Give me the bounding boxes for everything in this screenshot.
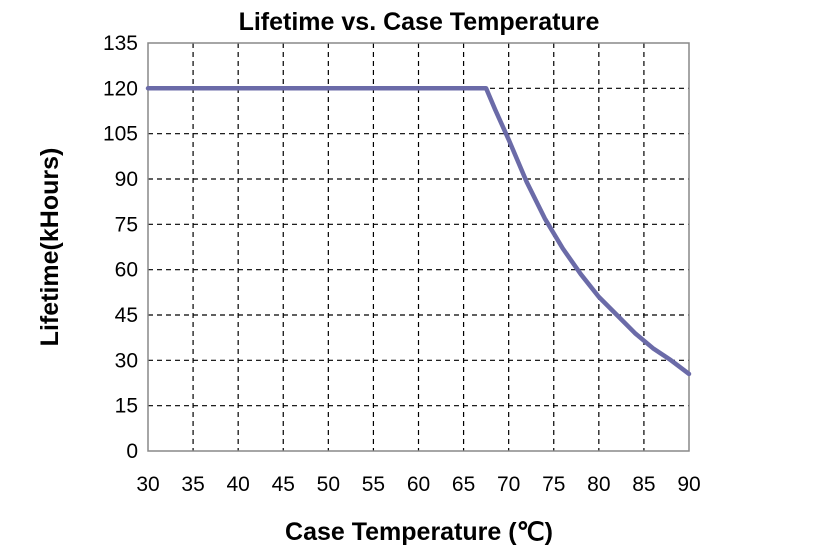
y-tick-label: 45	[115, 304, 138, 327]
y-tick-label: 15	[115, 395, 138, 418]
series-line	[145, 86, 692, 377]
x-tick-label: 75	[542, 473, 565, 496]
x-tick-label: 35	[181, 473, 204, 496]
y-axis-label: Lifetime(kHours)	[36, 148, 64, 347]
y-tick-label: 0	[126, 440, 138, 463]
x-tick-label: 60	[407, 473, 430, 496]
plot-area-frame	[147, 42, 690, 452]
x-tick-label: 70	[497, 473, 520, 496]
x-tick-label: 85	[632, 473, 655, 496]
x-tick-label: 45	[272, 473, 295, 496]
x-tick-label: 80	[587, 473, 610, 496]
y-tick-label: 105	[103, 123, 138, 146]
y-tick-label: 120	[103, 77, 138, 100]
y-tick-label: 75	[115, 213, 138, 236]
y-tick-label: 90	[115, 168, 138, 191]
y-tick-labels: 0 15 30 45 60 75 90 105 120 135	[103, 32, 138, 463]
x-gridlines	[192, 43, 645, 451]
chart-title: Lifetime vs. Case Temperature	[239, 8, 600, 36]
y-tick-label: 60	[115, 259, 138, 282]
y-tick-label: 135	[103, 32, 138, 55]
x-tick-label: 55	[362, 473, 385, 496]
x-tick-label: 40	[226, 473, 249, 496]
y-tick-label: 30	[115, 349, 138, 372]
x-tick-label: 50	[317, 473, 340, 496]
x-tick-label: 90	[677, 473, 700, 496]
x-tick-labels: 30 35 40 45 50 55 60 65 70 75 80 85 90	[136, 473, 700, 496]
x-axis-label: Case Temperature (℃)	[285, 518, 553, 546]
x-tick-label: 65	[452, 473, 475, 496]
x-tick-label: 30	[136, 473, 159, 496]
